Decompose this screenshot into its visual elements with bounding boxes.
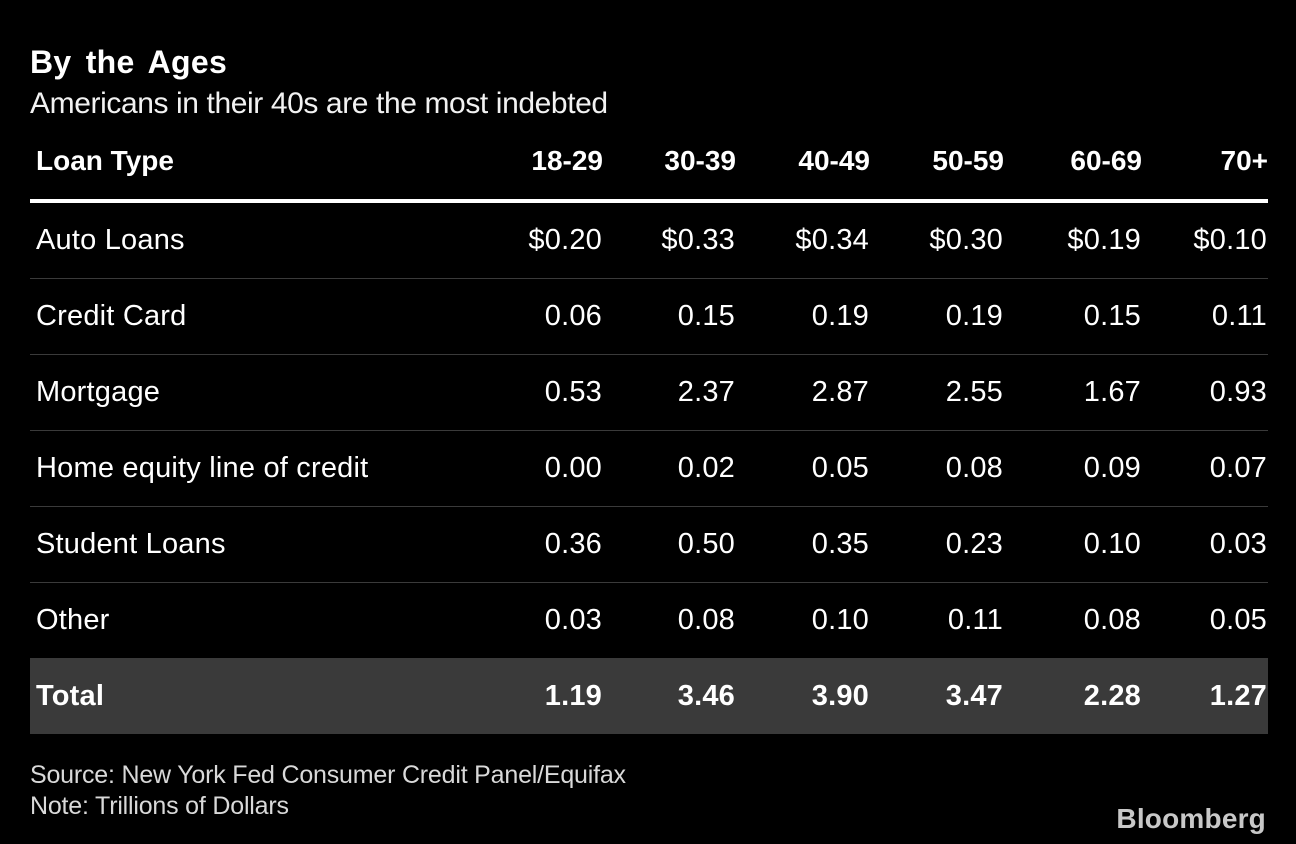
cell-value: 0.09 [1004, 430, 1142, 507]
cell-value: $0.20 [528, 224, 602, 256]
cell-value: 0.93 [1142, 354, 1268, 431]
cell-value: 0.05 [1142, 582, 1268, 659]
table-total-row: Total 1.19 3.46 3.90 3.47 2.28 1.27 [30, 658, 1268, 734]
table-row-auto-loans: Auto Loans $0.20 $0.33 $0.34 $0.30 $0.19… [30, 201, 1268, 279]
chart-footer: Source: New York Fed Consumer Credit Pan… [30, 760, 1268, 822]
cell-value: 0.35 [736, 506, 870, 583]
cell-value: $0.33 [661, 224, 735, 256]
table-row-other: Other 0.03 0.08 0.10 0.11 0.08 0.05 [30, 582, 1268, 659]
table-row-credit-card: Credit Card 0.06 0.15 0.19 0.19 0.15 0.1… [30, 278, 1268, 355]
chart-title: By the Ages [30, 44, 228, 80]
cell-value: 2.87 [736, 354, 870, 431]
cell-value: $0.34 [795, 224, 869, 256]
table-row-home-equity: Home equity line of credit 0.00 0.02 0.0… [30, 430, 1268, 507]
chart-subtitle: Americans in their 40s are the most inde… [30, 87, 608, 120]
row-label: Credit Card [30, 278, 469, 355]
cell-value: 0.53 [469, 354, 603, 431]
row-label: Home equity line of credit [30, 430, 469, 507]
cell-value: 0.10 [736, 582, 870, 659]
total-cell-value: 3.90 [736, 658, 870, 734]
column-header-50-59: 50-59 [870, 145, 1004, 203]
cell-value: 0.11 [1142, 278, 1268, 355]
column-header-70-plus: 70+ [1142, 145, 1268, 203]
row-label: Mortgage [30, 354, 469, 431]
cell-value: 0.50 [603, 506, 736, 583]
table-row-mortgage: Mortgage 0.53 2.37 2.87 2.55 1.67 0.93 [30, 354, 1268, 431]
total-cell-value: 1.27 [1142, 658, 1268, 734]
cell-value: $0.30 [929, 224, 1003, 256]
column-header-60-69: 60-69 [1004, 145, 1142, 203]
cell-value: 2.55 [870, 354, 1004, 431]
units-note: Note: Trillions of Dollars [30, 792, 289, 820]
table-header-row: Loan Type 18-29 30-39 40-49 50-59 60-69 … [30, 145, 1268, 203]
bloomberg-logo: Bloomberg [1116, 803, 1266, 834]
cell-value: 0.15 [1004, 278, 1142, 355]
column-header-30-39: 30-39 [603, 145, 736, 203]
cell-value: 0.10 [1004, 506, 1142, 583]
total-cell-value: 1.19 [469, 658, 603, 734]
chart-content: By the Ages Americans in their 40s are t… [30, 44, 1268, 822]
row-label: Other [30, 582, 469, 659]
cell-value: $0.19 [1067, 224, 1141, 256]
cell-value: 0.19 [870, 278, 1004, 355]
cell-value: 1.67 [1004, 354, 1142, 431]
cell-value: $0.10 [1193, 224, 1267, 256]
column-header-40-49: 40-49 [736, 145, 870, 203]
cell-value: 0.07 [1142, 430, 1268, 507]
total-cell-value: 3.47 [870, 658, 1004, 734]
cell-value: 0.08 [1004, 582, 1142, 659]
cell-value: 0.03 [1142, 506, 1268, 583]
cell-value: 0.08 [870, 430, 1004, 507]
cell-value: 0.06 [469, 278, 603, 355]
column-header-18-29: 18-29 [469, 145, 603, 203]
cell-value: 0.11 [870, 582, 1004, 659]
source-note: Source: New York Fed Consumer Credit Pan… [30, 761, 626, 789]
cell-value: 0.03 [469, 582, 603, 659]
row-label: Student Loans [30, 506, 469, 583]
table-row-student-loans: Student Loans 0.36 0.50 0.35 0.23 0.10 0… [30, 506, 1268, 583]
cell-value: 0.05 [736, 430, 870, 507]
total-cell-value: 2.28 [1004, 658, 1142, 734]
total-cell-value: 3.46 [603, 658, 736, 734]
debt-by-age-table: Loan Type 18-29 30-39 40-49 50-59 60-69 … [30, 145, 1268, 734]
cell-value: 0.08 [603, 582, 736, 659]
cell-value: 0.19 [736, 278, 870, 355]
cell-value: 2.37 [603, 354, 736, 431]
column-header-loan-type: Loan Type [30, 145, 469, 203]
cell-value: 0.02 [603, 430, 736, 507]
row-label: Auto Loans [36, 224, 185, 256]
cell-value: 0.23 [870, 506, 1004, 583]
cell-value: 0.36 [469, 506, 603, 583]
cell-value: 0.00 [469, 430, 603, 507]
cell-value: 0.15 [603, 278, 736, 355]
total-row-label: Total [30, 658, 469, 734]
